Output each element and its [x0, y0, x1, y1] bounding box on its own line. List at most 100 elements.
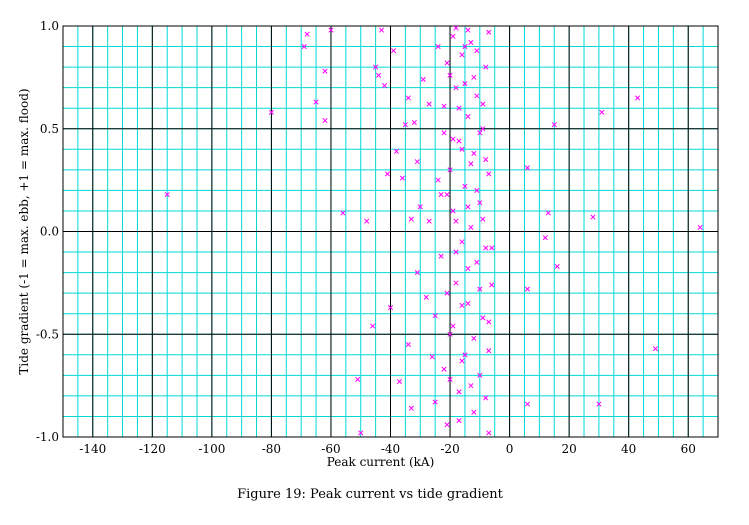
data-point: [462, 183, 468, 189]
data-point: [453, 218, 459, 224]
plot-frame: [62, 25, 719, 438]
data-point: [652, 346, 659, 352]
data-point: [426, 218, 432, 224]
data-point: [477, 286, 483, 292]
data-point: [456, 138, 462, 144]
data-point: [590, 214, 596, 220]
data-point: [635, 95, 641, 101]
data-point: [411, 120, 417, 126]
data-point: [468, 383, 474, 389]
data-point: [444, 290, 450, 296]
data-point: [384, 171, 391, 177]
x-axis-title: Peak current (kA): [327, 455, 435, 469]
x-tick-label: 60: [681, 442, 696, 456]
data-point: [486, 171, 492, 177]
data-point: [358, 430, 364, 436]
x-axis: -140 -120 -100 -80 -60 -40 -20 0 20 40 60: [79, 442, 696, 456]
data-point: [450, 323, 456, 329]
x-tick-label: -80: [262, 442, 281, 456]
data-point: [542, 235, 548, 241]
data-point: [322, 68, 328, 74]
data-point: [322, 117, 328, 124]
data-point: [441, 130, 447, 136]
data-point: [459, 52, 465, 58]
y-tick-label: 0.0: [40, 225, 59, 239]
y-tick-label: -1.0: [36, 430, 59, 444]
data-point: [524, 401, 531, 407]
data-point: [599, 109, 605, 115]
data-point: [441, 103, 447, 109]
data-point: [465, 113, 471, 119]
data-point: [480, 315, 486, 321]
data-point: [432, 399, 438, 405]
data-point: [462, 352, 468, 358]
data-point: [429, 354, 435, 360]
x-tick-label: -140: [79, 442, 106, 456]
data-point: [524, 286, 531, 292]
data-point: [462, 43, 468, 50]
data-point: [471, 74, 477, 80]
data-point: [596, 401, 602, 407]
y-tick-label: -0.5: [36, 327, 59, 341]
data-point: [444, 191, 450, 198]
data-point: [489, 245, 495, 251]
data-point: [462, 80, 468, 87]
data-point: [441, 366, 447, 372]
x-tick-label: 0: [506, 442, 514, 456]
data-point: [486, 29, 492, 35]
data-point: [435, 43, 441, 50]
data-point: [474, 187, 480, 193]
data-point: [474, 259, 480, 265]
data-point: [390, 48, 397, 54]
x-tick-label: -100: [198, 442, 225, 456]
data-point: [432, 313, 438, 319]
data-point: [447, 376, 453, 383]
data-point: [417, 204, 423, 210]
data-point: [477, 372, 483, 378]
x-tick-label: -120: [139, 442, 166, 456]
data-point: [435, 177, 441, 183]
data-point: [328, 27, 334, 33]
data-point: [453, 85, 459, 91]
data-point: [486, 348, 492, 354]
data-point: [402, 122, 408, 128]
data-point: [459, 239, 465, 245]
data-point: [304, 31, 310, 37]
x-tick-label: -60: [321, 442, 340, 456]
data-point: [450, 33, 456, 39]
data-point: [483, 395, 489, 401]
data-point: [471, 150, 477, 156]
data-point: [438, 191, 444, 198]
data-point: [465, 265, 471, 272]
data-point: [414, 159, 420, 165]
data-point: [483, 64, 489, 70]
x-tick-label: -40: [381, 442, 400, 456]
data-point: [405, 341, 411, 348]
data-point: [387, 304, 394, 311]
data-point: [453, 280, 459, 286]
data-point: [483, 157, 489, 163]
data-point: [379, 27, 385, 33]
data-point: [370, 323, 376, 329]
data-point: [480, 101, 486, 107]
y-tick-label: 0.5: [40, 122, 59, 136]
data-point: [468, 161, 474, 167]
y-axis-title: Tide gradient (-1 = max. ebb, +1 = max. …: [17, 88, 31, 374]
data-point: [480, 126, 486, 132]
data-point: [524, 165, 531, 171]
data-point: [477, 130, 483, 136]
data-point: [164, 191, 170, 198]
data-point: [483, 245, 489, 251]
data-point: [408, 405, 414, 411]
data-point: [465, 300, 471, 306]
data-point: [468, 39, 474, 45]
x-tick-label: 40: [621, 442, 636, 456]
data-point: [450, 136, 456, 142]
data-point: [477, 200, 483, 206]
data-point: [444, 60, 450, 66]
data-point: [376, 72, 382, 78]
figure-caption: Figure 19: Peak current vs tide gradient: [237, 487, 504, 502]
data-point: [453, 249, 459, 255]
data-point: [399, 175, 405, 181]
